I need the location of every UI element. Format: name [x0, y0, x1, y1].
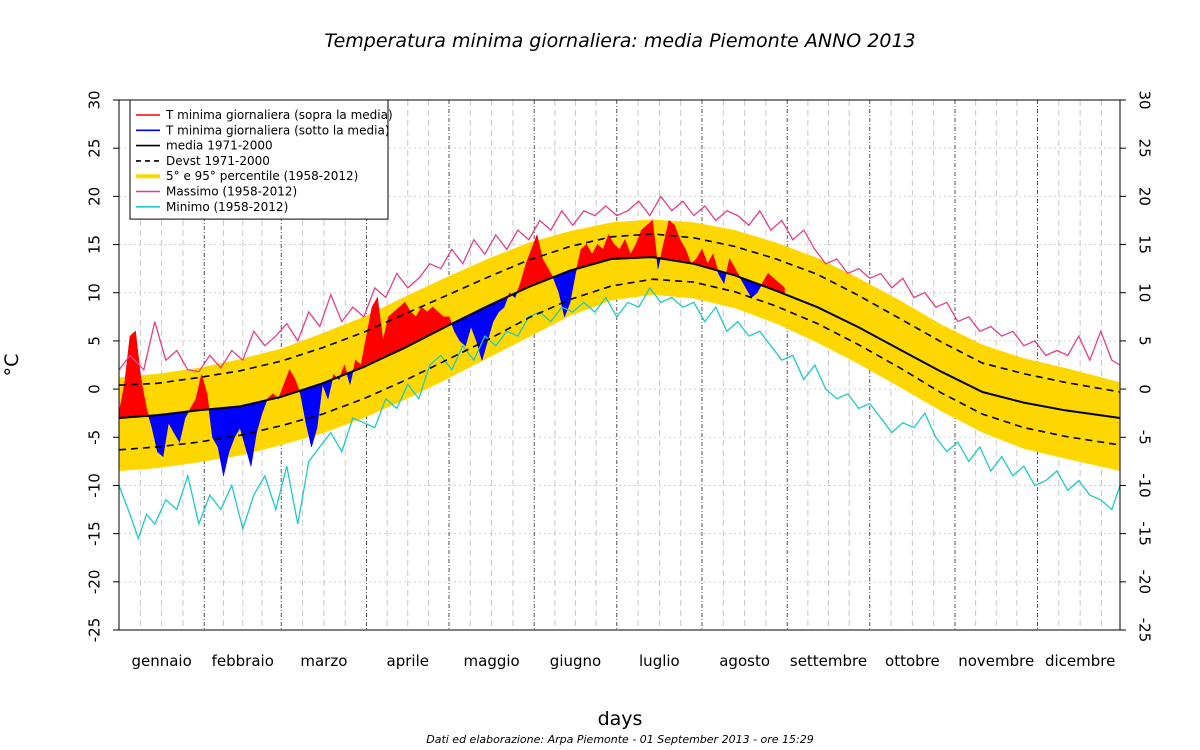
y-tick-label-right: 15 [1136, 235, 1154, 254]
anomaly-above [410, 311, 417, 346]
y-axis-left: 30 25 20 15 10 5 0 -5 -10 -15 -20 -25 [86, 90, 119, 643]
anomaly-below [217, 407, 224, 476]
month-label: maggio [464, 652, 520, 670]
y-tick-label-right: 30 [1136, 90, 1154, 109]
y-tick-label-left: 15 [86, 235, 104, 254]
y-tick-label-right: 0 [1136, 384, 1154, 394]
y-tick-label-left: 5 [86, 336, 104, 346]
anomaly-above [371, 296, 378, 364]
y-tick-label-right: 25 [1136, 139, 1154, 158]
month-label: gennaio [131, 652, 191, 670]
devst-lower-line [118, 278, 1121, 451]
legend-box [129, 99, 389, 220]
anomaly-above [646, 219, 653, 258]
y-tick-label-right: -10 [1136, 473, 1154, 498]
y-axis-title: °C [1, 354, 23, 377]
y-tick-label-right: -5 [1136, 430, 1154, 445]
percentile-band [119, 219, 1120, 471]
month-label: marzo [300, 652, 347, 670]
month-label: luglio [639, 652, 680, 670]
anomaly-above [641, 224, 648, 258]
legend-label: 5° e 95° percentile (1958-2012) [166, 169, 358, 183]
anomaly-above [388, 311, 395, 356]
y-tick-label-left: -20 [86, 570, 104, 595]
month-label: novembre [958, 652, 1034, 670]
x-axis-title: days [598, 708, 643, 730]
anomaly-below [223, 407, 230, 476]
y-tick-label-left: 10 [86, 283, 104, 302]
legend-label: Devst 1971-2000 [166, 154, 270, 168]
mean-line [118, 256, 1121, 419]
month-labels: gennaio febbraio marzo aprile maggio giugno lu… [131, 652, 1115, 670]
anomaly-above [129, 330, 136, 418]
y-tick-label-right: 5 [1136, 336, 1154, 346]
y-tick-label-right: -25 [1136, 618, 1154, 643]
y-tick-label-left: 30 [86, 90, 104, 109]
anomaly-below [459, 316, 466, 347]
anomaly-above [421, 306, 428, 340]
month-label: dicembre [1045, 652, 1115, 670]
anomaly-below [157, 414, 164, 458]
min-line [118, 286, 1121, 541]
anomaly-above [399, 301, 406, 351]
month-label: aprile [387, 652, 429, 670]
y-tick-label-left: -25 [86, 618, 104, 643]
anomaly-above [432, 306, 439, 334]
legend-label: T minima giornaliera (sotto la media) [165, 123, 390, 137]
anomaly-below [245, 403, 252, 467]
legend-label: T minima giornaliera (sopra la media) [165, 108, 393, 122]
anomaly-above [124, 336, 131, 418]
legend: T minima giornaliera (sopra la media)T m… [129, 99, 393, 220]
y-tick-label-left: -10 [86, 473, 104, 498]
y-tick-label-left: 20 [86, 187, 104, 206]
y-tick-label-right: 20 [1136, 187, 1154, 206]
series-lines [118, 195, 1121, 541]
y-tick-label-right: -15 [1136, 521, 1154, 546]
legend-label: Massimo (1958-2012) [166, 185, 297, 199]
percentile-band-area [119, 219, 1120, 471]
footer-credit: Dati ed elaborazione: Arpa Piemonte - 01… [426, 733, 814, 746]
devst-upper-line [118, 233, 1121, 393]
chart-title: Temperatura minima giornaliera: media Pi… [324, 30, 915, 52]
anomaly-above [426, 306, 433, 337]
month-label: giugno [550, 652, 601, 670]
y-tick-label-left: 0 [86, 384, 104, 394]
month-label: agosto [719, 652, 770, 670]
plot-frame [118, 99, 1121, 631]
y-tick-label-left: 25 [86, 139, 104, 158]
y-tick-label-left: -15 [86, 521, 104, 546]
max-line [118, 195, 1121, 373]
anomaly-above [668, 219, 675, 262]
legend-label: Minimo (1958-2012) [166, 200, 288, 214]
month-label: settembre [790, 652, 867, 670]
y-tick-label-right: 10 [1136, 283, 1154, 302]
y-tick-label-right: -20 [1136, 570, 1154, 595]
y-axis-right: 30 25 20 15 10 5 0 -5 -10 -15 -20 -25 [1120, 90, 1154, 642]
y-tick-label-left: -5 [86, 430, 104, 445]
anomaly-above [393, 306, 400, 354]
legend-label: media 1971-2000 [166, 139, 273, 153]
month-label: ottobre [885, 652, 940, 670]
month-label: febbraio [212, 652, 274, 670]
anomaly-below [250, 402, 257, 467]
